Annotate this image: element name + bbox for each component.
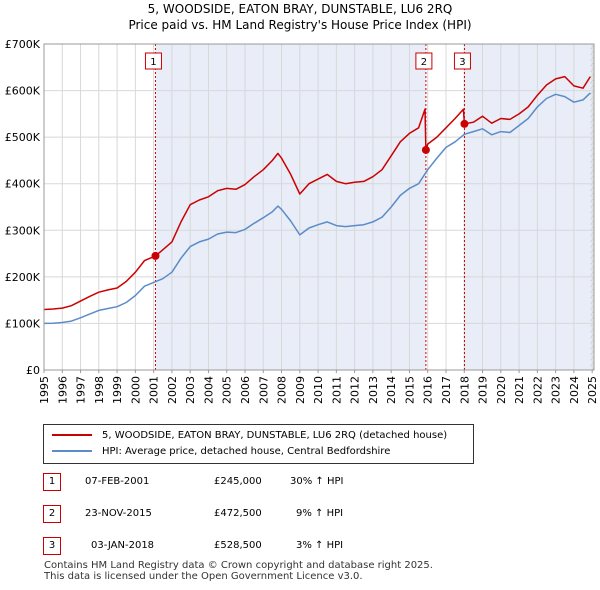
sale-row: 3 03-JAN-2018 £528,500 3% ↑ HPI — [0, 537, 600, 555]
y-tick-label: £400K — [5, 178, 41, 191]
y-tick-label: £100K — [5, 317, 41, 330]
x-tick-label: 2006 — [239, 376, 252, 404]
sale-marker-label: 1 — [150, 57, 156, 68]
y-tick-label: £500K — [5, 131, 41, 144]
sale-marker-box — [453, 52, 471, 70]
y-tick-label: £0 — [26, 364, 40, 377]
footer-licence: This data is licensed under the Open Gov… — [44, 571, 363, 582]
chart-title: 5, WOODSIDE, EATON BRAY, DUNSTABLE, LU6 … — [147, 2, 453, 16]
sale-price: £472,500 — [214, 508, 262, 519]
legend: 5, WOODSIDE, EATON BRAY, DUNSTABLE, LU6 … — [43, 424, 474, 464]
x-tick-label: 2024 — [568, 376, 581, 404]
sale-point — [421, 145, 430, 154]
plot-frame — [43, 43, 595, 371]
chart-subtitle: Price paid vs. HM Land Registry's House … — [128, 18, 472, 32]
sale-price: £528,500 — [214, 540, 262, 551]
footer: Contains HM Land Registry data © Crown c… — [44, 560, 433, 582]
y-tick-label: £700K — [5, 38, 41, 51]
ownership-shading — [155, 44, 426, 370]
sale-price: £245,000 — [214, 476, 262, 487]
y-tick-label: £300K — [5, 224, 41, 237]
sale-marker-box — [144, 52, 162, 70]
property-price-line — [44, 75, 591, 311]
price-chart: 1 2 3 £0 £100K £200K £300K £400K £500K £600K £700K… — [5, 38, 599, 404]
sale-row: 1 07-FEB-2001 £245,000 30% ↑ HPI — [0, 473, 600, 491]
sale-marker-badge: 3 — [43, 537, 61, 555]
legend-swatch-property — [52, 434, 92, 436]
legend-item-hpi: HPI: Average price, detached house, Cent… — [52, 445, 390, 459]
x-tick-label: 1999 — [111, 376, 124, 404]
ownership-shading — [464, 44, 594, 370]
x-tick-label: 2011 — [330, 376, 343, 404]
footer-copyright: Contains HM Land Registry data © Crown c… — [44, 560, 433, 571]
x-tick-label: 2000 — [129, 376, 142, 404]
x-tick-label: 2013 — [367, 376, 380, 404]
hpi-line — [44, 92, 591, 325]
sale-hpi-change: 3% ↑ HPI — [296, 540, 344, 551]
sale-marker-label: 2 — [421, 57, 427, 68]
sale-marker-label: 3 — [459, 57, 465, 68]
x-tick-label: 2010 — [312, 376, 325, 404]
x-tick-label: 1995 — [38, 376, 51, 404]
x-tick-label: 2003 — [184, 376, 197, 404]
x-tick-label: 2014 — [385, 376, 398, 404]
x-tick-label: 2009 — [294, 376, 307, 404]
x-tick-label: 2020 — [495, 376, 508, 404]
x-tick-label: 1998 — [93, 376, 106, 404]
x-tick-label: 2004 — [202, 376, 215, 404]
x-tick-label: 2023 — [550, 376, 563, 404]
x-tick-label: 2018 — [458, 376, 471, 404]
legend-label-hpi: HPI: Average price, detached house, Cent… — [102, 446, 391, 457]
x-tick-label: 2001 — [148, 376, 161, 404]
sale-date: 23-NOV-2015 — [85, 508, 152, 519]
sale-hpi-change: 9% ↑ HPI — [296, 508, 344, 519]
x-tick-label: 2025 — [586, 376, 599, 404]
x-tick-label: 2016 — [422, 376, 435, 404]
series-group — [44, 75, 591, 325]
x-tick-label: 2012 — [349, 376, 362, 404]
sale-marker-box — [415, 52, 433, 70]
x-tick-label: 2019 — [477, 376, 490, 404]
x-tick-label: 1996 — [56, 376, 69, 404]
x-tick-label: 2017 — [440, 376, 453, 404]
x-tick-label: 2008 — [276, 376, 289, 404]
sale-date: 03-JAN-2018 — [91, 540, 155, 551]
x-tick-label: 2005 — [221, 376, 234, 404]
x-tick-label: 2022 — [531, 376, 544, 404]
legend-label-property: 5, WOODSIDE, EATON BRAY, DUNSTABLE, LU6 … — [102, 430, 448, 441]
sale-date: 07-FEB-2001 — [85, 476, 150, 487]
x-tick-label: 2002 — [166, 376, 179, 404]
sale-hpi-change: 30% ↑ HPI — [290, 476, 344, 487]
legend-swatch-hpi — [52, 450, 92, 452]
x-tick-label: 2007 — [257, 376, 270, 404]
sale-marker-badge: 1 — [43, 473, 61, 491]
sale-row: 2 23-NOV-2015 £472,500 9% ↑ HPI — [0, 505, 600, 523]
legend-item-property: 5, WOODSIDE, EATON BRAY, DUNSTABLE, LU6 … — [52, 429, 447, 443]
x-tick-label: 2021 — [513, 376, 526, 404]
x-tick-label: 1997 — [75, 376, 88, 404]
y-tick-label: £200K — [5, 271, 41, 284]
sale-marker-badge: 2 — [43, 505, 61, 523]
x-tick-label: 2015 — [403, 376, 416, 404]
y-tick-label: £600K — [5, 85, 41, 98]
sale-point — [460, 119, 469, 128]
sale-point — [151, 251, 160, 260]
